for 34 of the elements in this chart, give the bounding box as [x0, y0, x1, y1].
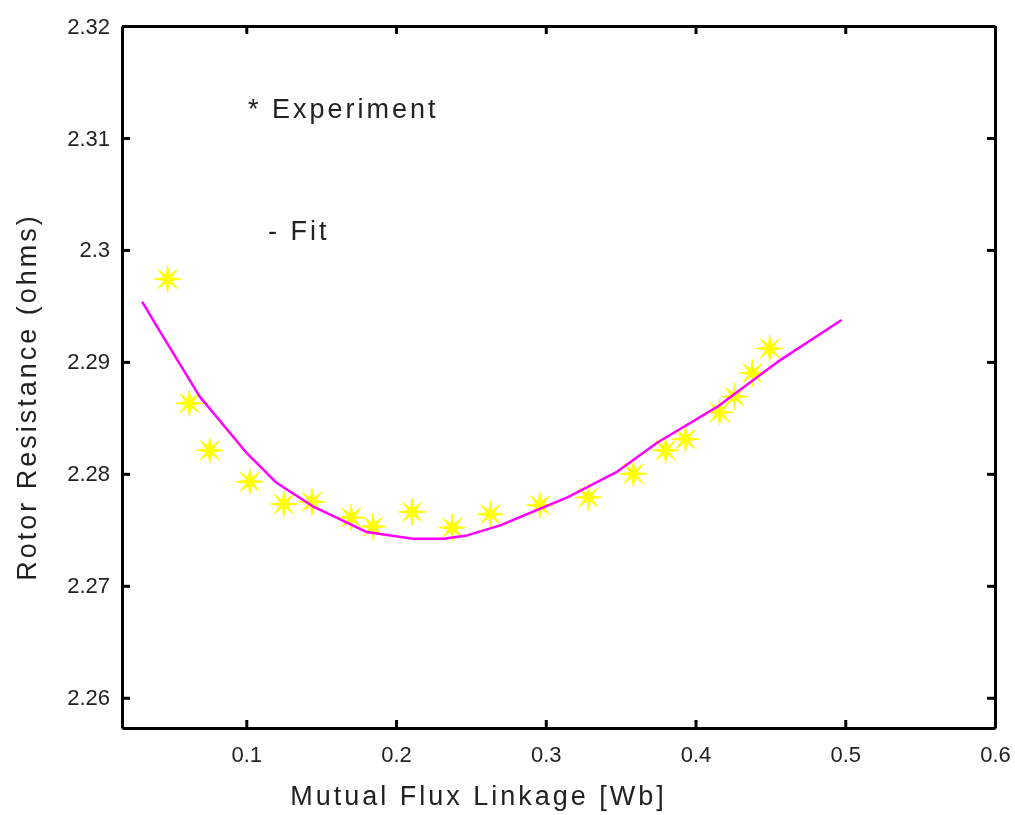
- y-tick-label: 2.26: [67, 685, 110, 711]
- x-tick-label: 0.3: [530, 741, 562, 767]
- point: [359, 512, 387, 541]
- x-tick-label: 0.5: [830, 741, 862, 767]
- point: [235, 467, 264, 496]
- point: [269, 490, 298, 518]
- annotation: - Fit: [268, 216, 330, 246]
- y-tick-label: 2.28: [67, 461, 110, 487]
- point: [671, 425, 700, 454]
- x-tick-label: 0.2: [381, 741, 412, 767]
- line-series: [141, 301, 843, 541]
- point: [574, 483, 603, 512]
- y-tick-label: 2.3: [79, 237, 110, 263]
- y-tick-label: 2.27: [67, 573, 110, 599]
- y-tick-label: 2.31: [67, 125, 110, 151]
- x-tick-label: 0.4: [680, 741, 712, 767]
- point: [337, 503, 366, 532]
- point: [651, 436, 680, 465]
- point: [398, 498, 426, 526]
- point: [153, 265, 182, 293]
- annotation: * Experiment: [248, 94, 439, 124]
- y-tick-label: 2.29: [67, 349, 110, 375]
- point: [755, 334, 784, 363]
- point: [438, 513, 467, 542]
- y-tick-label: 2.32: [67, 13, 110, 39]
- x-tick-label: 0.6: [980, 741, 1011, 767]
- point: [175, 389, 204, 418]
- y-axis-title: Rotor Resistance (ohms): [12, 213, 42, 581]
- x-tick-label: 0.1: [231, 741, 263, 767]
- point: [619, 459, 648, 488]
- point: [738, 359, 767, 387]
- point: [476, 500, 505, 529]
- point: [195, 436, 224, 465]
- x-axis-title: Mutual Flux Linkage [Wb]: [290, 781, 667, 811]
